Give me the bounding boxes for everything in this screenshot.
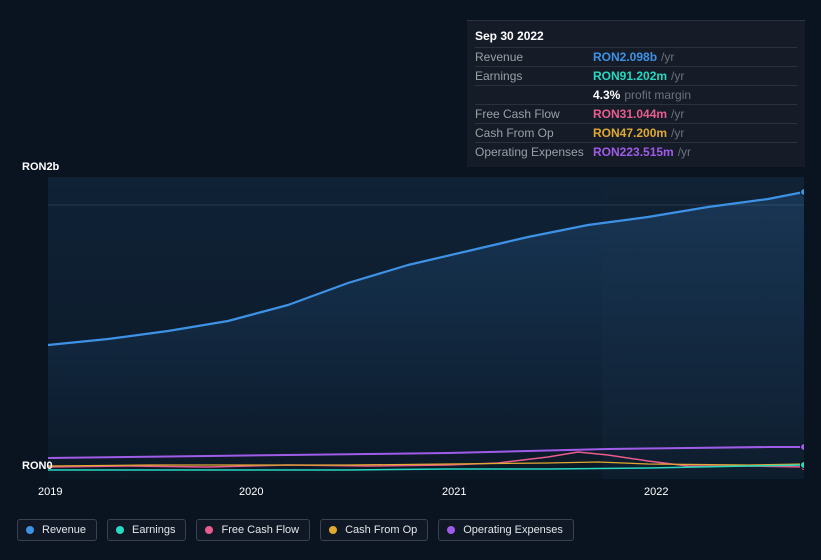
legend-item-earnings[interactable]: Earnings — [107, 519, 186, 541]
legend-label: Revenue — [42, 524, 86, 536]
axis-label: 2022 — [644, 486, 668, 498]
axis-label: 2019 — [38, 486, 62, 498]
legend-label: Cash From Op — [345, 524, 417, 536]
legend-dot-icon — [116, 526, 124, 534]
axis-label: 2021 — [442, 486, 466, 498]
legend-item-operating-expenses[interactable]: Operating Expenses — [438, 519, 574, 541]
axis-label: RON0 — [22, 460, 53, 472]
legend: Revenue Earnings Free Cash Flow Cash From O… — [17, 519, 574, 541]
legend-item-cash-from-op[interactable]: Cash From Op — [320, 519, 428, 541]
legend-dot-icon — [26, 526, 34, 534]
tooltip-row: EarningsRON91.202m/yr — [475, 66, 797, 85]
legend-item-revenue[interactable]: Revenue — [17, 519, 97, 541]
axis-label: 2020 — [239, 486, 263, 498]
tooltip-row: 4.3%profit margin — [475, 85, 797, 104]
legend-label: Operating Expenses — [463, 524, 563, 536]
tooltip-row: Cash From OpRON47.200m/yr — [475, 123, 797, 142]
axis-label: RON2b — [22, 161, 59, 173]
tooltip-row: Free Cash FlowRON31.044m/yr — [475, 104, 797, 123]
chart-tooltip: Sep 30 2022 RevenueRON2.098b/yrEarningsR… — [467, 20, 805, 167]
legend-dot-icon — [329, 526, 337, 534]
tooltip-row: RevenueRON2.098b/yr — [475, 47, 797, 66]
legend-label: Free Cash Flow — [221, 524, 299, 536]
financial-chart[interactable] — [48, 177, 804, 479]
legend-label: Earnings — [132, 524, 175, 536]
legend-dot-icon — [205, 526, 213, 534]
legend-item-free-cash-flow[interactable]: Free Cash Flow — [196, 519, 310, 541]
tooltip-date: Sep 30 2022 — [475, 27, 797, 47]
tooltip-row: Operating ExpensesRON223.515m/yr — [475, 142, 797, 161]
legend-dot-icon — [447, 526, 455, 534]
